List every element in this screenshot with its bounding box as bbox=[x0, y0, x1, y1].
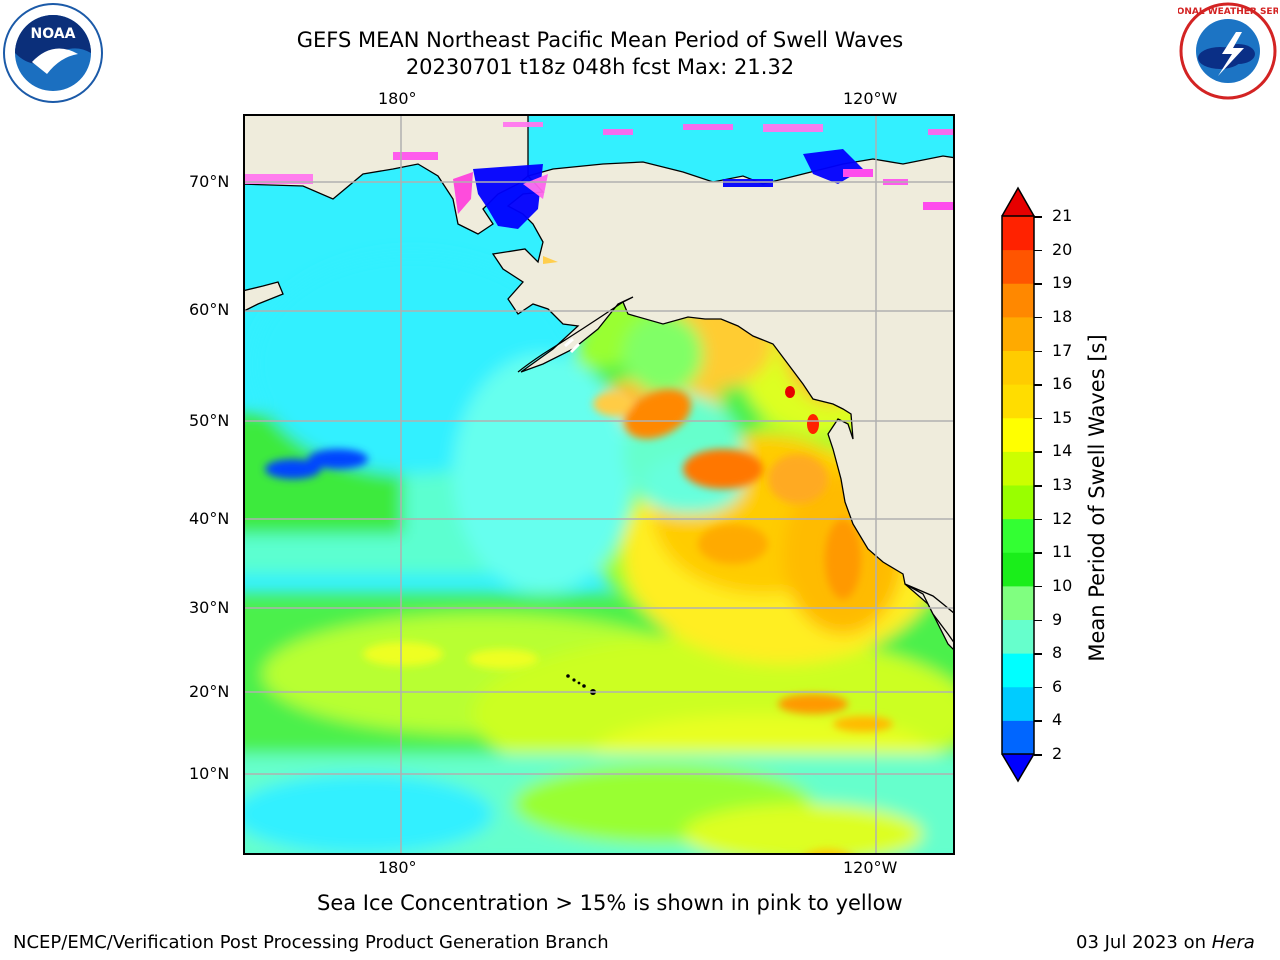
run-date: 03 Jul 2023 on Hera bbox=[1076, 932, 1255, 953]
colorbar-tick-label: 12 bbox=[1052, 508, 1073, 528]
colorbar-tick-mark bbox=[1034, 283, 1042, 285]
chart-title: GEFS MEAN Northeast Pacific Mean Period … bbox=[296, 28, 904, 52]
colorbar-tick-label: 13 bbox=[1052, 475, 1073, 494]
colorbar-tick-label: 16 bbox=[1052, 374, 1073, 394]
noaa-logo: NOAA bbox=[2, 2, 104, 104]
colorbar-tick-label: 8 bbox=[1052, 643, 1063, 663]
credit-text: NCEP/EMC/Verification Post Processing Pr… bbox=[13, 932, 609, 953]
colorbar-tick-mark bbox=[1034, 350, 1042, 352]
colorbar-band bbox=[1002, 316, 1034, 351]
colorbar-tick-mark bbox=[1034, 552, 1042, 554]
national-weather-service-logo: NATIONAL WEATHER SERVICE bbox=[1153, 2, 1280, 100]
lat-label-30n: 30°N bbox=[189, 598, 230, 617]
chart-subtitle: 20230701 t18z 048h fcst Max: 21.32 bbox=[405, 55, 795, 79]
lon-label-top-180: 180° bbox=[378, 89, 417, 108]
colorbar-tick-label: 15 bbox=[1052, 407, 1073, 427]
svg-text:NATIONAL WEATHER SERVICE: NATIONAL WEATHER SERVICE bbox=[1178, 7, 1278, 17]
colorbar-band bbox=[1002, 585, 1034, 620]
lat-label-50n: 50°N bbox=[189, 411, 230, 430]
colorbar-tick-mark bbox=[1034, 417, 1042, 420]
sea-ice-note: Sea Ice Concentration > 15% is shown in … bbox=[317, 891, 903, 915]
colorbar-tick-mark bbox=[1034, 316, 1042, 319]
colorbar-tick-label: 10 bbox=[1052, 575, 1073, 595]
lat-label-60n: 60°N bbox=[189, 300, 230, 319]
colorbar-band bbox=[1002, 485, 1034, 520]
colorbar-tick-mark bbox=[1034, 619, 1042, 621]
colorbar-tick-label: 9 bbox=[1052, 609, 1063, 629]
lat-label-40n: 40°N bbox=[189, 509, 230, 528]
run-machine: Hera bbox=[1211, 932, 1255, 953]
colorbar-band bbox=[1002, 552, 1034, 587]
lon-label-bottom-180: 180° bbox=[378, 858, 417, 877]
colorbar-band bbox=[1002, 720, 1034, 755]
colorbar-band bbox=[1002, 451, 1034, 486]
colorbar-tick-label: 19 bbox=[1052, 273, 1073, 293]
colorbar-label: Mean Period of Swell Waves [s] bbox=[1085, 334, 1109, 662]
colorbar-tick-mark bbox=[1034, 216, 1042, 218]
colorbar-tick-mark bbox=[1034, 518, 1042, 521]
colorbar-tick-label: 17 bbox=[1052, 340, 1073, 360]
colorbar-tick-mark bbox=[1034, 720, 1042, 722]
lat-label-20n: 20°N bbox=[189, 682, 230, 701]
colorbar-tick-label: 14 bbox=[1052, 441, 1073, 461]
colorbar-tick-label: 18 bbox=[1052, 306, 1073, 326]
colorbar-band bbox=[1002, 653, 1034, 688]
colorbar-band bbox=[1002, 283, 1034, 318]
lat-label-10n: 10°N bbox=[189, 764, 230, 783]
colorbar-tick-label: 21 bbox=[1052, 206, 1073, 225]
lon-label-top-120w: 120°W bbox=[843, 89, 898, 108]
colorbar-tick-label: 20 bbox=[1052, 239, 1073, 259]
colorbar-tick-mark bbox=[1034, 653, 1042, 655]
colorbar-tick-mark bbox=[1034, 754, 1042, 756]
colorbar-tick-label: 11 bbox=[1052, 542, 1073, 562]
colorbar-tick-mark bbox=[1034, 384, 1042, 386]
colorbar-band bbox=[1002, 216, 1034, 251]
colorbar-band bbox=[1002, 619, 1034, 654]
colorbar bbox=[1000, 186, 1040, 784]
colorbar-tick-label: 2 bbox=[1052, 744, 1063, 763]
colorbar-tick-mark bbox=[1034, 585, 1042, 588]
lat-label-70n: 70°N bbox=[189, 172, 230, 191]
lon-label-bottom-120w: 120°W bbox=[843, 858, 898, 877]
colorbar-tick-mark bbox=[1034, 686, 1042, 689]
colorbar-tick-mark bbox=[1034, 451, 1042, 453]
colorbar-band bbox=[1002, 518, 1034, 553]
run-date-text: 03 Jul 2023 on bbox=[1076, 932, 1212, 953]
colorbar-tick-mark bbox=[1034, 485, 1042, 487]
svg-text:NOAA: NOAA bbox=[31, 26, 76, 42]
colorbar-tick-label: 6 bbox=[1052, 676, 1063, 696]
colorbar-tick-label: 4 bbox=[1052, 710, 1063, 730]
swell-period-map bbox=[243, 114, 955, 855]
colorbar-tick-mark bbox=[1034, 249, 1042, 252]
colorbar-band bbox=[1002, 686, 1034, 721]
colorbar-band bbox=[1002, 384, 1034, 419]
colorbar-band bbox=[1002, 417, 1034, 452]
colorbar-band bbox=[1002, 350, 1034, 385]
map-panel bbox=[243, 114, 955, 855]
colorbar-band bbox=[1002, 249, 1034, 284]
